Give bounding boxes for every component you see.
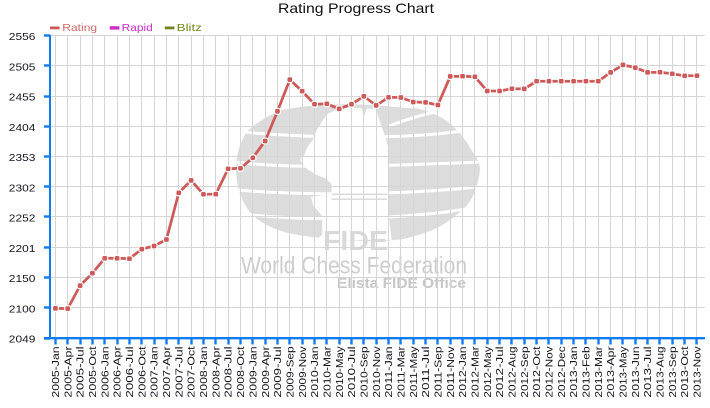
svg-text:2012-Jul: 2012-Jul [495,346,506,397]
svg-text:2010-Mar: 2010-Mar [322,346,333,398]
svg-text:2011-Jan: 2011-Jan [384,346,395,397]
svg-text:2009-Jan: 2009-Jan [248,346,259,397]
svg-text:2008-Jan: 2008-Jan [199,346,210,397]
svg-text:2013-Oct: 2013-Oct [680,346,691,397]
svg-text:2049: 2049 [9,335,36,346]
svg-text:2011-Jul: 2011-Jul [421,346,432,397]
svg-text:2013-Aug: 2013-Aug [656,346,667,397]
svg-text:Rapid: Rapid [122,22,153,34]
svg-text:2008-Oct: 2008-Oct [236,346,247,397]
svg-text:World Chess Federation: World Chess Federation [241,253,467,280]
svg-text:2013-Jan: 2013-Jan [569,346,580,397]
svg-text:Rating: Rating [62,22,97,34]
svg-text:2012-Mar: 2012-Mar [470,346,481,398]
svg-text:2013-Feb: 2013-Feb [582,346,593,397]
svg-text:2006-Apr: 2006-Apr [113,346,124,398]
svg-text:2007-Oct: 2007-Oct [187,346,198,397]
svg-text:2005-Jan: 2005-Jan [51,346,62,397]
svg-text:2013-Apr: 2013-Apr [606,346,617,398]
svg-text:FIDE: FIDE [323,225,388,256]
svg-text:2009-Apr: 2009-Apr [261,346,272,398]
svg-text:2010-Nov: 2010-Nov [372,345,383,397]
svg-text:2012-Sep: 2012-Sep [520,346,531,397]
svg-text:2013-Sep: 2013-Sep [668,346,679,397]
svg-text:2008-Jul: 2008-Jul [224,346,235,397]
svg-text:2150: 2150 [9,274,36,285]
svg-text:2011-Nov: 2011-Nov [446,345,457,397]
svg-text:2505: 2505 [9,62,36,73]
svg-text:2353: 2353 [9,153,36,164]
svg-text:2012-May: 2012-May [483,346,494,398]
svg-text:2011-May: 2011-May [409,345,420,397]
svg-text:2011-Sep: 2011-Sep [433,346,444,397]
svg-text:2404: 2404 [9,123,36,134]
svg-text:2007-Apr: 2007-Apr [162,346,173,398]
svg-text:2013-Jul: 2013-Jul [643,346,654,397]
svg-text:2009-Nov: 2009-Nov [298,345,309,397]
svg-text:2100: 2100 [9,304,36,315]
svg-text:2006-Jul: 2006-Jul [125,346,136,397]
svg-text:2013-May: 2013-May [619,346,630,398]
svg-text:Elista FIDE Office: Elista FIDE Office [337,275,466,292]
svg-text:2007-Jul: 2007-Jul [174,346,185,397]
svg-text:2455: 2455 [9,93,36,104]
svg-text:2009-Sep: 2009-Sep [285,346,296,397]
svg-text:2013-Mar: 2013-Mar [594,346,605,398]
svg-text:2012-Oct: 2012-Oct [532,346,543,397]
svg-text:2009-Jul: 2009-Jul [273,346,284,397]
svg-text:2006-Oct: 2006-Oct [137,346,148,397]
svg-text:2010-Sep: 2010-Sep [359,346,370,397]
svg-text:2013-Nov: 2013-Nov [693,345,704,397]
svg-text:2012-Aug: 2012-Aug [508,346,519,397]
svg-text:Rating Progress Chart: Rating Progress Chart [278,0,434,16]
svg-text:2006-Jan: 2006-Jan [100,346,111,397]
svg-text:2010-Jan: 2010-Jan [310,346,321,397]
svg-text:2010-Jul: 2010-Jul [347,346,358,397]
svg-text:2012-Jan: 2012-Jan [458,346,469,397]
svg-text:2011-Mar: 2011-Mar [396,346,407,398]
svg-text:2201: 2201 [9,244,36,255]
svg-text:Blitz: Blitz [177,22,202,34]
svg-text:2005-Oct: 2005-Oct [88,346,99,397]
svg-text:2007-Jan: 2007-Jan [150,346,161,397]
svg-text:2252: 2252 [9,214,36,225]
svg-text:2005-Apr: 2005-Apr [63,346,74,398]
svg-text:2302: 2302 [9,183,36,194]
svg-text:2556: 2556 [9,32,36,43]
svg-text:2013-Jun: 2013-Jun [631,346,642,397]
svg-text:2010-May: 2010-May [335,346,346,398]
svg-text:2012-Dec: 2012-Dec [557,346,568,397]
svg-text:2008-Apr: 2008-Apr [211,346,222,398]
svg-text:2012-Nov: 2012-Nov [545,345,556,397]
svg-text:2005-Jul: 2005-Jul [76,346,87,397]
